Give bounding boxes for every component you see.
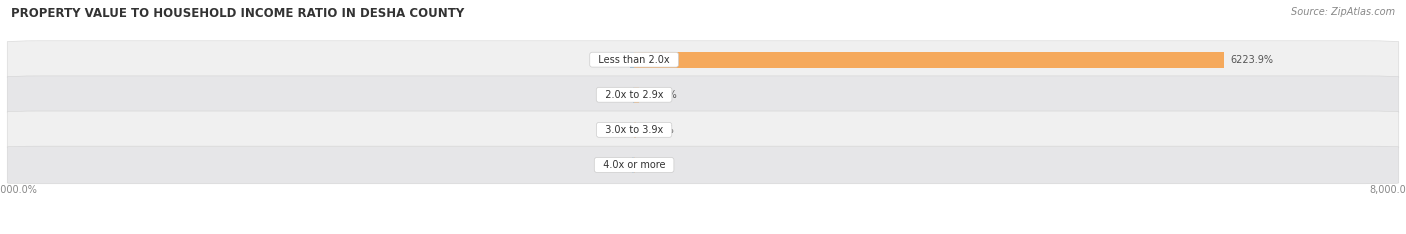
Bar xyxy=(630,51,634,68)
Bar xyxy=(634,122,637,138)
Text: 13.3%: 13.3% xyxy=(643,160,672,170)
Text: Less than 2.0x: Less than 2.0x xyxy=(592,55,676,65)
Text: 6223.9%: 6223.9% xyxy=(1230,55,1274,65)
Text: PROPERTY VALUE TO HOUSEHOLD INCOME RATIO IN DESHA COUNTY: PROPERTY VALUE TO HOUSEHOLD INCOME RATIO… xyxy=(11,7,464,20)
Text: 4.0x or more: 4.0x or more xyxy=(596,160,672,170)
Text: 51.5%: 51.5% xyxy=(645,90,676,100)
FancyBboxPatch shape xyxy=(7,146,1399,184)
Legend: Without Mortgage, With Mortgage: Without Mortgage, With Mortgage xyxy=(588,232,818,234)
Text: 22.7%: 22.7% xyxy=(595,160,626,170)
Text: Source: ZipAtlas.com: Source: ZipAtlas.com xyxy=(1291,7,1395,17)
Text: 58.1%: 58.1% xyxy=(592,55,623,65)
Text: 23.5%: 23.5% xyxy=(643,125,673,135)
Text: 3.0x to 3.9x: 3.0x to 3.9x xyxy=(599,125,669,135)
FancyBboxPatch shape xyxy=(7,41,1399,79)
Bar xyxy=(634,87,638,103)
FancyBboxPatch shape xyxy=(7,111,1399,149)
Text: 7.7%: 7.7% xyxy=(602,125,627,135)
Bar xyxy=(633,157,634,173)
Text: 10.2%: 10.2% xyxy=(596,90,627,100)
Bar xyxy=(634,51,1223,68)
Text: 2.0x to 2.9x: 2.0x to 2.9x xyxy=(599,90,669,100)
FancyBboxPatch shape xyxy=(7,76,1399,114)
